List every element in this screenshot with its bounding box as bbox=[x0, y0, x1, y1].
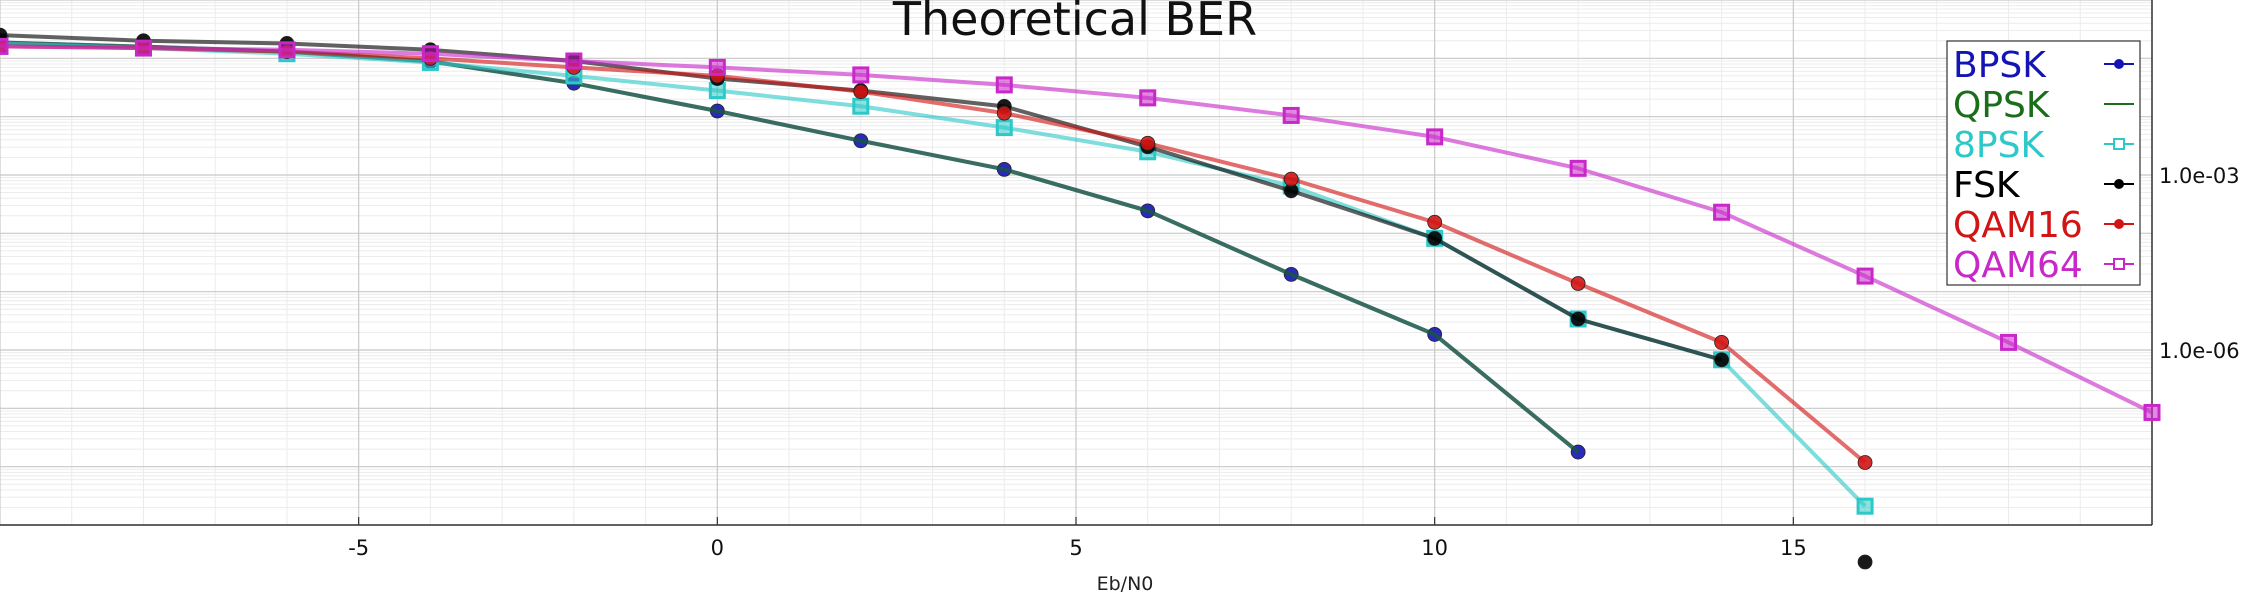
data-point-qam64 bbox=[1282, 106, 1300, 124]
legend-item-qpsk: QPSK bbox=[1953, 85, 2134, 126]
legend-label-8psk: 8PSK bbox=[1953, 125, 2045, 166]
legend-label-qam64: QAM64 bbox=[1953, 245, 2083, 286]
data-point-qam16 bbox=[1857, 455, 1873, 470]
data-point-fsk bbox=[1427, 230, 1443, 246]
legend-label-fsk: FSK bbox=[1953, 165, 2021, 206]
data-point-8psk bbox=[995, 119, 1013, 137]
data-point-qam64 bbox=[1856, 267, 1874, 285]
data-point-qam16 bbox=[1714, 334, 1729, 350]
legend-item-bpsk: BPSK bbox=[1953, 45, 2134, 86]
legend-box bbox=[1946, 40, 2141, 286]
data-point-qam64 bbox=[1426, 128, 1444, 146]
chart-title: Theoretical BER bbox=[892, 0, 1257, 46]
series-line-qam16 bbox=[0, 44, 1867, 465]
data-point-qam64 bbox=[1569, 159, 1587, 177]
data-point-qam64 bbox=[2000, 333, 2018, 351]
data-point-8psk bbox=[852, 97, 870, 115]
data-point-qam64 bbox=[995, 76, 1013, 94]
data-point-qam64 bbox=[0, 37, 9, 55]
major-grid bbox=[0, 0, 2153, 526]
data-point-qam16 bbox=[1427, 214, 1443, 230]
x-tick-label: 15 bbox=[1780, 536, 1807, 560]
data-point-qam64 bbox=[852, 66, 870, 84]
y-tick-label: 1.0e-03 bbox=[2159, 164, 2240, 188]
series-layer bbox=[0, 27, 2161, 570]
data-point-qam64 bbox=[2143, 403, 2161, 421]
x-tick-label: 0 bbox=[711, 536, 724, 560]
data-point-qam16 bbox=[1283, 171, 1299, 187]
legend-label-qpsk: QPSK bbox=[1953, 85, 2051, 126]
data-point-qam64 bbox=[708, 58, 726, 76]
data-point-qam64 bbox=[134, 39, 152, 57]
data-point-qam16 bbox=[1140, 135, 1156, 151]
x-axis-title: Eb/N0 bbox=[1097, 573, 1154, 595]
data-point-qam16 bbox=[996, 105, 1012, 121]
legend-marker-fsk bbox=[2114, 179, 2124, 189]
data-point-qam64 bbox=[1139, 89, 1157, 107]
tick-labels: -5 0 5 10 15 1.0e-03 1.0e-06 bbox=[348, 164, 2239, 560]
x-tick-label: -5 bbox=[348, 536, 369, 560]
data-point-fsk bbox=[1857, 554, 1873, 570]
legend-item-fsk: FSK bbox=[1953, 165, 2134, 206]
series-qam64 bbox=[0, 37, 2161, 421]
legend-marker-qam64 bbox=[2113, 258, 2125, 270]
legend-marker-bpsk bbox=[2114, 59, 2124, 69]
data-point-qam64 bbox=[1713, 203, 1731, 221]
data-point-qam16 bbox=[1570, 276, 1586, 291]
legend-marker-8psk bbox=[2113, 138, 2125, 150]
x-tick-label: 10 bbox=[1421, 536, 1448, 560]
legend-item-8psk: 8PSK bbox=[1953, 125, 2134, 166]
legend-item-qam64: QAM64 bbox=[1953, 245, 2134, 286]
legend-label-qam16: QAM16 bbox=[1953, 205, 2083, 246]
data-point-qam64 bbox=[565, 52, 583, 70]
data-point-qam64 bbox=[278, 41, 296, 59]
data-point-qam16 bbox=[853, 84, 869, 100]
data-point-fsk bbox=[1714, 352, 1729, 368]
series-line-qam64 bbox=[0, 44, 2153, 415]
data-point-8psk bbox=[1856, 497, 1874, 515]
legend-label-bpsk: BPSK bbox=[1953, 45, 2047, 86]
legend-item-qam16: QAM16 bbox=[1953, 205, 2134, 246]
data-point-fsk bbox=[1570, 311, 1586, 327]
x-tick-label: 5 bbox=[1069, 536, 1082, 560]
data-point-qam64 bbox=[421, 45, 439, 63]
y-tick-label: 1.0e-06 bbox=[2159, 339, 2240, 363]
legend-marker-qam16 bbox=[2114, 219, 2124, 229]
